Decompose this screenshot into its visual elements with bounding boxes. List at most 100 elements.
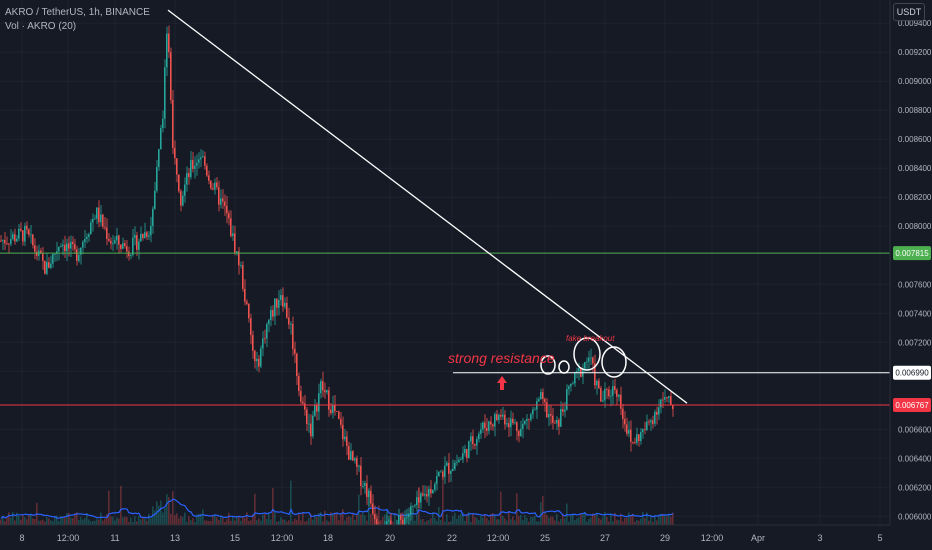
volume-bar <box>332 513 334 525</box>
candle-body <box>316 405 318 412</box>
volume-bar <box>420 519 422 525</box>
volume-bar <box>92 520 94 525</box>
horizontal-levels[interactable] <box>0 252 890 406</box>
volume-bar <box>262 514 264 525</box>
candle-body <box>108 238 110 241</box>
candle-body <box>22 230 24 242</box>
volume-bar <box>372 517 374 525</box>
candle-body <box>120 244 122 249</box>
candle-body <box>144 232 146 238</box>
volume-bar <box>88 519 90 525</box>
volume-bar <box>116 517 118 525</box>
volume-bar <box>294 518 296 525</box>
volume-indicator-title[interactable]: Vol · AKRO (20) <box>5 21 77 32</box>
volume-bar <box>230 520 232 525</box>
volume-bar <box>32 518 34 525</box>
price-tick-label: 0.008200 <box>898 193 932 202</box>
candle-body <box>516 422 518 432</box>
candle-body <box>458 459 460 463</box>
volume-bar <box>154 510 156 525</box>
volume-bar <box>310 513 312 525</box>
candle-body <box>44 260 46 274</box>
volume-bar <box>130 517 132 525</box>
volume-bar <box>252 514 254 525</box>
candle-body <box>506 423 508 425</box>
volume-bar <box>640 518 642 525</box>
volume-bar <box>382 516 384 525</box>
volume-bar <box>70 517 72 525</box>
volume-bar <box>340 513 342 525</box>
volume-bar <box>148 513 150 525</box>
price-axis[interactable] <box>890 0 932 525</box>
candle-body <box>54 253 56 255</box>
price-tag-bg <box>893 365 931 380</box>
volume-bar <box>190 520 192 525</box>
candle-body <box>32 234 34 246</box>
volume-bar <box>40 520 42 525</box>
candle-body <box>548 413 550 418</box>
candle-body <box>602 400 604 402</box>
candle-body <box>442 471 444 477</box>
volume-bars <box>0 473 674 525</box>
candle-body <box>36 251 38 256</box>
volume-bar <box>558 521 560 525</box>
breakout-circle <box>601 346 627 378</box>
volume-bar <box>550 516 552 525</box>
symbol-title[interactable]: AKRO / TetherUS, 1h, BINANCE <box>5 7 150 18</box>
candle-body <box>588 357 590 362</box>
candle-body <box>604 388 606 401</box>
candle-body <box>322 381 324 391</box>
volume-bar <box>104 518 106 525</box>
time-tick-label: 13 <box>170 533 180 543</box>
candle-body <box>360 465 362 486</box>
volume-bar <box>236 515 238 525</box>
candle-body <box>522 424 524 429</box>
candle-body <box>518 431 520 437</box>
candle-body <box>456 462 458 463</box>
volume-bar <box>176 513 178 525</box>
trendline[interactable] <box>167 9 688 404</box>
candle-body <box>250 318 252 335</box>
volume-bar <box>508 511 510 525</box>
volume-bar <box>274 512 276 525</box>
candle-body <box>130 254 132 256</box>
candle-body <box>452 468 454 472</box>
volume-bar <box>600 519 602 525</box>
candle-body <box>336 411 338 413</box>
volume-bar <box>532 516 534 525</box>
volume-bar <box>364 515 366 525</box>
volume-bar <box>648 520 650 525</box>
candle-body <box>294 348 296 354</box>
candle-body <box>146 232 148 237</box>
volume-bar <box>100 512 102 525</box>
candle-body <box>302 401 304 404</box>
time-tick-label: Apr <box>751 533 765 543</box>
volume-bar <box>526 517 528 525</box>
volume-bar <box>552 516 554 525</box>
candle-body <box>118 235 120 245</box>
candle-body <box>270 310 272 320</box>
candle-body <box>550 413 552 416</box>
volume-bar <box>182 517 184 525</box>
volume-bar <box>512 516 514 525</box>
price-tick-label: 0.007400 <box>898 309 932 318</box>
candle-body <box>14 234 16 242</box>
time-axis[interactable] <box>0 525 932 550</box>
volume-bar <box>322 521 324 525</box>
candle-body <box>664 397 666 400</box>
volume-bar <box>668 513 670 525</box>
volume-bar <box>28 514 30 525</box>
volume-bar <box>662 513 664 525</box>
candle-body <box>76 249 78 261</box>
currency-button[interactable]: USDT <box>893 3 925 21</box>
candle-body <box>430 488 432 494</box>
volume-bar <box>514 520 516 525</box>
volume-bar <box>334 512 336 525</box>
candle-body <box>520 428 522 437</box>
candle-body <box>266 324 268 339</box>
time-tick-labels: 8 12:00 11 13 15 12:00 18 20 22 12:00 25 27 29 12:00 A… <box>19 533 882 543</box>
volume-bar <box>172 491 174 525</box>
candle-body <box>4 240 6 244</box>
candle-body <box>528 418 530 420</box>
